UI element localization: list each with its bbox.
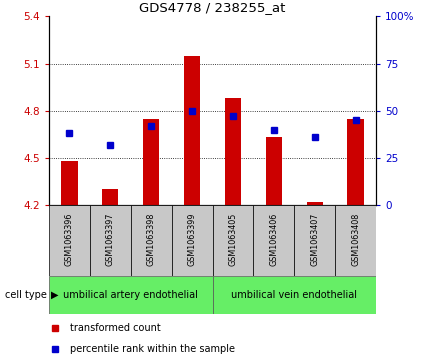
Bar	[131, 205, 172, 276]
Bar	[102, 189, 119, 205]
Bar	[49, 276, 212, 314]
Text: ▶: ▶	[51, 290, 59, 300]
Bar	[90, 205, 131, 276]
Text: GSM1063396: GSM1063396	[65, 212, 74, 266]
Text: GSM1063407: GSM1063407	[310, 212, 319, 266]
Bar	[212, 276, 376, 314]
Text: GSM1063399: GSM1063399	[187, 212, 196, 266]
Text: GSM1063408: GSM1063408	[351, 212, 360, 266]
Text: transformed count: transformed count	[70, 323, 161, 333]
Bar	[294, 205, 335, 276]
Text: GSM1063397: GSM1063397	[106, 212, 115, 266]
Text: umbilical vein endothelial: umbilical vein endothelial	[231, 290, 357, 300]
Bar	[184, 56, 200, 205]
Bar	[172, 205, 212, 276]
Title: GDS4778 / 238255_at: GDS4778 / 238255_at	[139, 1, 286, 14]
Bar	[143, 119, 159, 205]
Bar	[306, 202, 323, 205]
Bar	[266, 138, 282, 205]
Text: percentile rank within the sample: percentile rank within the sample	[70, 344, 235, 354]
Bar	[212, 205, 253, 276]
Bar	[348, 119, 364, 205]
Text: GSM1063398: GSM1063398	[147, 212, 156, 266]
Bar	[335, 205, 376, 276]
Bar	[253, 205, 294, 276]
Bar	[49, 205, 90, 276]
Text: cell type: cell type	[5, 290, 47, 300]
Text: umbilical artery endothelial: umbilical artery endothelial	[63, 290, 198, 300]
Bar	[61, 161, 77, 205]
Bar	[225, 98, 241, 205]
Text: GSM1063406: GSM1063406	[269, 212, 278, 266]
Text: GSM1063405: GSM1063405	[229, 212, 238, 266]
